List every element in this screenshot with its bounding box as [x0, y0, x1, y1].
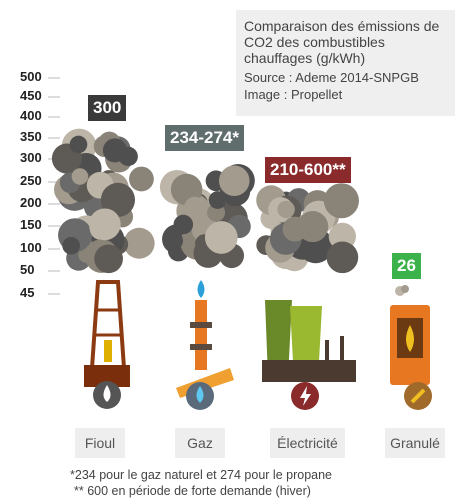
smoke	[277, 200, 295, 219]
category-label: Gaz	[175, 428, 225, 458]
gas-tower	[195, 300, 207, 370]
flame	[196, 386, 204, 403]
gas-band	[190, 322, 212, 328]
fire	[406, 325, 414, 352]
pump	[104, 340, 112, 362]
value-label: 234-274*	[165, 125, 245, 151]
gas-band	[190, 344, 212, 350]
pylon	[325, 340, 329, 362]
title-box	[236, 10, 455, 116]
smoke	[94, 244, 123, 274]
footnote: ** 600 en période de forte demande (hive…	[74, 484, 311, 498]
smoke	[401, 285, 409, 293]
value-label: 210-600**	[265, 157, 351, 183]
scale-label: 100	[20, 240, 42, 255]
source: Source : Ademe 2014-SNPGB	[244, 70, 419, 85]
plant	[262, 360, 356, 382]
scale-label: 350	[20, 129, 42, 144]
smoke	[71, 168, 89, 185]
scale-label: 300	[20, 150, 42, 165]
pylon	[340, 336, 344, 362]
pellet	[410, 388, 426, 404]
category-label: Électricité	[270, 428, 345, 458]
flame	[197, 280, 205, 298]
derrick-base	[84, 365, 130, 387]
image-credit: Image : Propellet	[244, 87, 343, 102]
scale-label: 400	[20, 108, 42, 123]
smoke	[69, 135, 88, 154]
scale-label: 450	[20, 88, 42, 103]
scale-label: 150	[20, 217, 42, 232]
scale-label: 45	[20, 285, 35, 300]
cooling-tower	[265, 300, 292, 378]
category-label: Fioul	[75, 428, 125, 458]
smoke	[123, 227, 155, 259]
scale-label: 200	[20, 195, 42, 210]
smoke	[88, 208, 121, 241]
smoke	[164, 231, 184, 251]
smoke	[62, 236, 81, 255]
title: Comparaison des émissions de CO2 des com…	[244, 18, 440, 66]
smoke	[102, 138, 127, 163]
footnote: *234 pour le gaz naturel et 274 pour le …	[70, 468, 332, 482]
value-label: 300	[88, 95, 127, 121]
smoke	[173, 214, 194, 235]
smoke	[282, 216, 308, 242]
drop	[103, 385, 111, 402]
smoke	[100, 182, 136, 217]
smoke	[208, 191, 227, 209]
smoke	[218, 165, 250, 197]
scale-label: 500	[20, 69, 42, 84]
smoke	[183, 196, 207, 219]
bolt	[300, 386, 311, 406]
category-label: Granulé	[385, 428, 445, 458]
smoke	[326, 241, 359, 274]
smoke	[129, 166, 154, 192]
scale-label: 250	[20, 173, 42, 188]
scale-label: 50	[20, 262, 35, 277]
smoke	[323, 183, 359, 219]
smoke	[204, 221, 238, 254]
value-label: 26	[392, 253, 421, 279]
